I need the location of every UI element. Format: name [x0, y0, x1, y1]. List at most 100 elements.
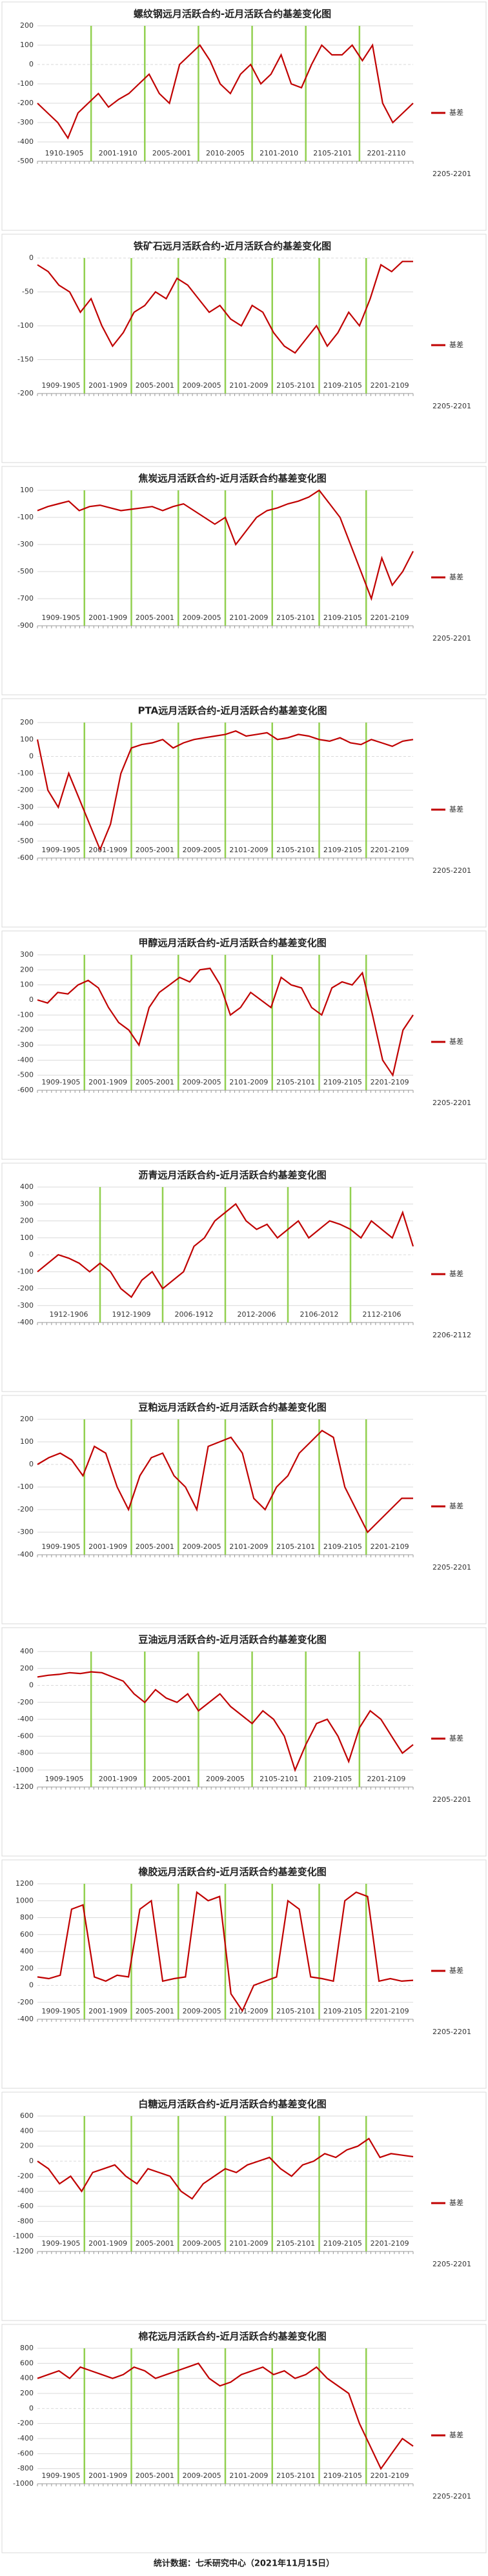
chart-title: PTA远月活跃合约-近月活跃合约基差变化图: [138, 705, 327, 717]
y-tick-label: 400: [20, 1647, 34, 1655]
y-tick-label: -1200: [13, 2247, 34, 2255]
contract-label: 2205-2201: [432, 402, 471, 410]
chart-title: 焦炭远月活跃合约-近月活跃合约基差变化图: [137, 473, 326, 484]
y-tick-label: 400: [20, 1183, 34, 1191]
contract-label: 2101-2009: [229, 614, 268, 622]
contract-label: 2006-1912: [175, 1310, 214, 1319]
legend-label: 基差: [449, 1501, 463, 1510]
y-tick-label: -1200: [13, 1782, 34, 1791]
contract-label: 2009-2005: [183, 381, 221, 390]
contract-label: 2009-2005: [183, 2471, 221, 2480]
contract-label: 2109-2105: [323, 846, 362, 854]
y-tick-label: -400: [17, 2187, 34, 2195]
contract-label: 2009-2005: [183, 614, 221, 622]
contract-label: 2005-2001: [136, 2007, 174, 2015]
y-tick-label: -300: [17, 118, 34, 126]
contract-label: 2106-2012: [300, 1310, 339, 1319]
chart-title: 棉花远月活跃合约-近月活跃合约基差变化图: [138, 2331, 326, 2342]
y-tick-label: 0: [29, 1460, 34, 1468]
y-tick-label: 100: [20, 486, 34, 494]
series-line: [37, 1671, 414, 1772]
contract-label: 2105-2101: [276, 2007, 315, 2015]
contract-label: 2109-2105: [323, 2471, 362, 2480]
y-tick-label: -500: [17, 567, 34, 575]
contract-label: 2005-2001: [136, 2239, 174, 2248]
y-tick-label: -100: [17, 513, 34, 521]
contract-label: 2101-2009: [229, 2239, 268, 2248]
y-tick-label: -1000: [13, 2479, 34, 2488]
y-tick-label: -600: [17, 1086, 34, 1094]
y-tick-label: 400: [20, 2374, 34, 2382]
contract-label: 2005-2001: [136, 614, 174, 622]
chart-title: 铁矿石远月活跃合约-近月活跃合约基差变化图: [134, 241, 331, 252]
contract-label: 2101-2009: [229, 381, 268, 390]
y-tick-label: -900: [17, 621, 34, 630]
contract-label: 2109-2105: [323, 614, 362, 622]
y-tick-label: -1000: [13, 1766, 34, 1774]
contract-label: 2206-2112: [432, 1331, 471, 1339]
y-tick-label: 600: [20, 1930, 34, 1939]
contract-label: 2001-1909: [88, 846, 127, 854]
legend-label: 基差: [449, 1733, 463, 1742]
y-tick-label: 200: [20, 1415, 34, 1423]
contract-label: 2205-2201: [432, 1563, 471, 1572]
contract-label: 2009-2005: [183, 2007, 221, 2015]
y-tick-label: -600: [17, 2449, 34, 2457]
y-tick-label: -200: [17, 1505, 34, 1513]
y-tick-label: -100: [17, 1267, 34, 1275]
contract-label: 2005-2001: [136, 2471, 174, 2480]
y-tick-label: -100: [17, 321, 34, 330]
contract-label: 2005-2001: [152, 149, 191, 157]
contract-label: 1909-1905: [41, 614, 80, 622]
contract-label: 2105-2101: [313, 149, 352, 157]
y-tick-label: -600: [17, 2202, 34, 2210]
y-tick-label: -1000: [13, 2232, 34, 2241]
series-line: [37, 1203, 414, 1299]
y-tick-label: -400: [17, 2434, 34, 2442]
y-tick-label: -300: [17, 803, 34, 811]
contract-label: 2009-2005: [183, 846, 221, 854]
series-line: [37, 1891, 414, 2013]
y-tick-label: -800: [17, 1749, 34, 1757]
contract-label: 2101-2009: [229, 846, 268, 854]
y-tick-label: 100: [20, 735, 34, 743]
contract-label: 2201-2109: [371, 614, 409, 622]
contract-label: 1909-1905: [41, 2007, 80, 2015]
contract-label: 1910-1905: [45, 149, 84, 157]
contract-label: 2001-1909: [88, 1078, 127, 1086]
contract-label: 2109-2105: [323, 2239, 362, 2248]
y-tick-label: -100: [17, 1010, 34, 1019]
series-line: [37, 261, 413, 354]
y-tick-label: 1000: [15, 1896, 34, 1904]
y-tick-label: 0: [29, 2404, 34, 2412]
panel: [1, 1, 487, 231]
y-tick-label: -300: [17, 540, 34, 548]
contract-label: 2009-2005: [183, 1078, 221, 1086]
y-tick-label: -50: [22, 288, 34, 296]
series-line: [37, 2137, 414, 2200]
y-tick-label: 200: [20, 1964, 34, 1972]
contract-label: 2005-2001: [136, 1078, 174, 1086]
contract-label: 2109-2105: [323, 1078, 362, 1086]
y-tick-label: 200: [20, 2142, 34, 2150]
contract-label: 2205-2201: [432, 2260, 471, 2268]
legend-label: 基差: [449, 1966, 463, 1975]
contract-label: 2001-1910: [99, 149, 137, 157]
contract-label: 2205-2201: [432, 634, 471, 643]
contract-label: 2101-2009: [229, 1543, 268, 1551]
y-tick-label: 600: [20, 2112, 34, 2120]
y-tick-label: 200: [20, 718, 34, 726]
contract-label: 2101-2009: [229, 2007, 268, 2015]
legend-label: 基差: [449, 1037, 463, 1046]
contract-label: 1909-1905: [41, 1078, 80, 1086]
contract-label: 2105-2101: [259, 1775, 298, 1783]
chart-title: 橡胶远月活跃合约-近月活跃合约基差变化图: [138, 1866, 326, 1878]
legend-label: 基差: [449, 1269, 463, 1278]
contract-label: 2001-1909: [88, 2239, 127, 2248]
contract-label: 2201-2109: [371, 1078, 409, 1086]
y-tick-label: 0: [29, 60, 34, 68]
contract-label: 2001-1909: [88, 2471, 127, 2480]
y-tick-label: -600: [17, 854, 34, 862]
contract-label: 2009-2005: [206, 1775, 245, 1783]
